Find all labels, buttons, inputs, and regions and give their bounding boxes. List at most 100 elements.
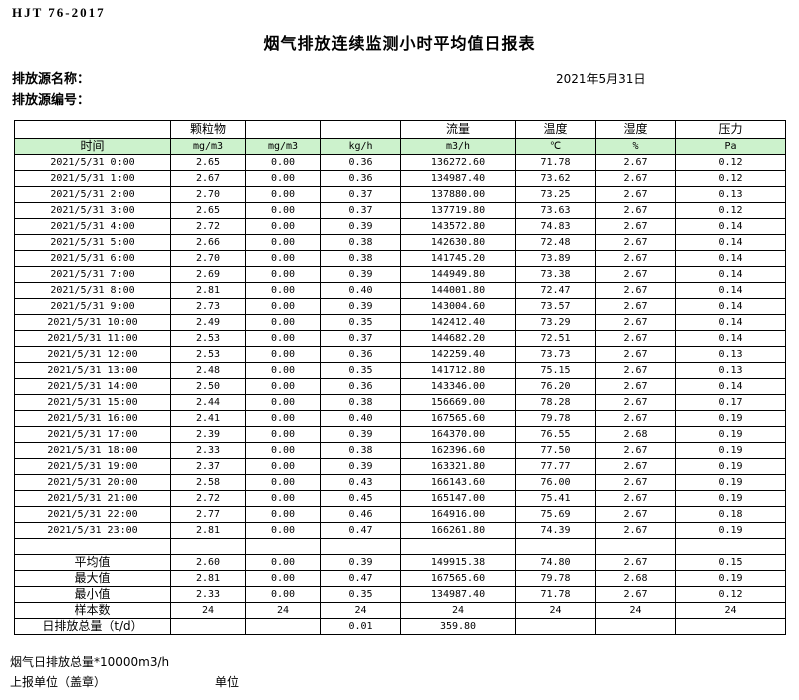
cell-c3: 0.36	[320, 154, 401, 171]
cell-pres: 0.13	[675, 362, 786, 379]
group-header-cell-4: 流量	[400, 120, 516, 139]
cell-c1: 24	[170, 602, 246, 619]
cell-flow: 143346.00	[400, 378, 516, 395]
cell-temp: 72.51	[515, 330, 596, 347]
cell-flow: 134987.40	[400, 586, 516, 603]
cell-c1: 2.48	[170, 362, 246, 379]
cell-c2: 0.00	[245, 474, 321, 491]
cell-c3: 0.46	[320, 506, 401, 523]
cell-pres: 0.12	[675, 154, 786, 171]
cell-time: 2021/5/31 1:00	[14, 170, 171, 187]
cell-c3: 0.35	[320, 314, 401, 331]
cell-temp: 74.80	[515, 554, 596, 571]
cell-pres: 0.14	[675, 266, 786, 283]
cell-c3: 0.39	[320, 554, 401, 571]
standard-code: HJT 76-2017	[12, 5, 106, 20]
cell-flow: 164916.00	[400, 506, 516, 523]
cell-c3: 0.47	[320, 522, 401, 539]
cell-c3: 0.38	[320, 394, 401, 411]
cell-humid: 2.67	[595, 250, 676, 267]
cell-c2: 0.00	[245, 346, 321, 363]
cell-temp: 73.38	[515, 266, 596, 283]
cell-c3: 0.39	[320, 458, 401, 475]
cell-flow: 149915.38	[400, 554, 516, 571]
table-row: 2021/5/31 6:00 2.70 0.00 0.38 141745.20 73.89…	[14, 250, 786, 267]
reporting-unit-label: 上报单位（盖章）	[10, 675, 107, 689]
cell-pres: 0.19	[675, 490, 786, 507]
cell-pres: 0.19	[675, 458, 786, 475]
cell-flow: 156669.00	[400, 394, 516, 411]
cell-c2: 0.00	[245, 298, 321, 315]
cell-summary-label: 日排放总量（t/d）	[14, 618, 171, 635]
cell-c3: 0.39	[320, 426, 401, 443]
table-summary-row: 最小值 2.33 0.00 0.35 134987.40 71.78 2.67 0.12	[14, 586, 786, 603]
cell-c2: 0.00	[245, 458, 321, 475]
cell-c2: 0.00	[245, 490, 321, 507]
cell-humid: 2.67	[595, 234, 676, 251]
cell-c1: 2.53	[170, 346, 246, 363]
cell-pres: 0.19	[675, 442, 786, 459]
cell-c1: 2.41	[170, 410, 246, 427]
cell-humid: 24	[595, 602, 676, 619]
cell-flow: 167565.60	[400, 570, 516, 587]
group-header-cell-0	[14, 120, 171, 139]
table-row: 2021/5/31 0:00 2.65 0.00 0.36 136272.60 71.78…	[14, 154, 786, 171]
table-summary-row: 样本数 24 24 24 24 24 24 24	[14, 602, 786, 619]
cell-pres: 0.19	[675, 426, 786, 443]
cell-humid: 2.67	[595, 458, 676, 475]
cell-humid: 2.67	[595, 202, 676, 219]
cell-c2: 0.00	[245, 378, 321, 395]
table-row: 2021/5/31 12:00 2.53 0.00 0.36 142259.40 73.7…	[14, 346, 786, 363]
cell-temp: 79.78	[515, 570, 596, 587]
cell-humid: 2.67	[595, 522, 676, 539]
table-row: 2021/5/31 16:00 2.41 0.00 0.40 167565.60 79.7…	[14, 410, 786, 427]
blank-cell-6	[595, 538, 676, 555]
cell-c1: 2.81	[170, 282, 246, 299]
source-number-label: 排放源编号：	[12, 93, 91, 108]
cell-c3: 0.38	[320, 442, 401, 459]
cell-c2: 0.00	[245, 394, 321, 411]
cell-c2: 0.00	[245, 442, 321, 459]
group-header-cell-1: 颗粒物	[170, 120, 246, 139]
cell-time: 2021/5/31 9:00	[14, 298, 171, 315]
cell-time: 2021/5/31 4:00	[14, 218, 171, 235]
cell-pres: 0.17	[675, 394, 786, 411]
unit-header-cell-4: m3/h	[400, 138, 516, 155]
cell-time: 2021/5/31 0:00	[14, 154, 171, 171]
unit-header-cell-0: 时间	[14, 138, 171, 155]
cell-c3: 0.39	[320, 266, 401, 283]
cell-flow: 24	[400, 602, 516, 619]
cell-c1: 2.67	[170, 170, 246, 187]
cell-c2: 0.00	[245, 410, 321, 427]
cell-c2: 0.00	[245, 202, 321, 219]
cell-time: 2021/5/31 10:00	[14, 314, 171, 331]
cell-temp: 73.29	[515, 314, 596, 331]
table-row: 2021/5/31 13:00 2.48 0.00 0.35 141712.80 75.1…	[14, 362, 786, 379]
cell-temp: 74.39	[515, 522, 596, 539]
cell-c3: 0.36	[320, 170, 401, 187]
cell-c1: 2.33	[170, 586, 246, 603]
table-row: 2021/5/31 14:00 2.50 0.00 0.36 143346.00 76.2…	[14, 378, 786, 395]
cell-temp: 76.20	[515, 378, 596, 395]
cell-c2: 0.00	[245, 570, 321, 587]
cell-pres: 0.14	[675, 282, 786, 299]
cell-summary-label: 最小值	[14, 586, 171, 603]
group-header-cell-7: 压力	[675, 120, 786, 139]
unit-header-cell-1: mg/m3	[170, 138, 246, 155]
cell-c2: 0.00	[245, 586, 321, 603]
cell-temp: 75.69	[515, 506, 596, 523]
cell-humid: 2.67	[595, 330, 676, 347]
cell-temp: 24	[515, 602, 596, 619]
cell-pres: 0.19	[675, 570, 786, 587]
cell-pres: 0.14	[675, 234, 786, 251]
cell-humid: 2.67	[595, 442, 676, 459]
cell-temp: 77.77	[515, 458, 596, 475]
footer-note: 烟气日排放总量*10000m3/h	[10, 655, 170, 669]
cell-c1: 2.66	[170, 234, 246, 251]
cell-temp: 72.48	[515, 234, 596, 251]
cell-flow: 136272.60	[400, 154, 516, 171]
cell-flow: 167565.60	[400, 410, 516, 427]
cell-c3: 0.47	[320, 570, 401, 587]
cell-flow: 163321.80	[400, 458, 516, 475]
unit-header-cell-3: kg/h	[320, 138, 401, 155]
